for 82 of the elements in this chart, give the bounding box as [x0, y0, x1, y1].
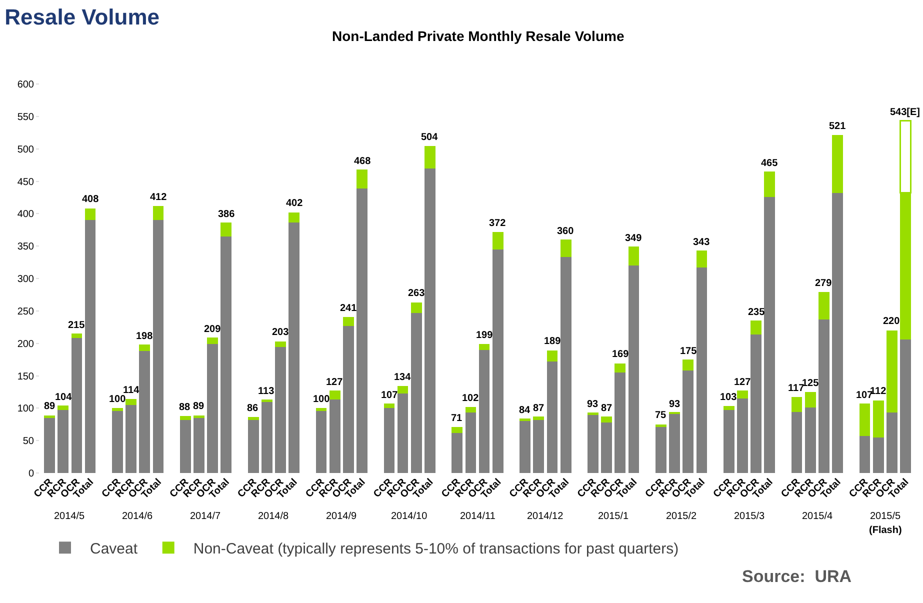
- legend-label: Caveat: [90, 540, 138, 558]
- total-label: 386: [218, 209, 236, 220]
- total-label: 134: [394, 372, 412, 383]
- total-label: 504: [421, 132, 438, 143]
- total-label: 199: [476, 330, 494, 341]
- text: 2014/5: [54, 511, 86, 522]
- chart-title: Resale Volume: [4, 4, 160, 30]
- y-tick-label: 0: [28, 468, 34, 480]
- text: (Flash): [869, 525, 902, 536]
- total-label: 89: [193, 401, 205, 412]
- total-label: 203: [272, 327, 290, 338]
- total-label: 100: [313, 394, 330, 405]
- source-note: Source: URA: [742, 567, 852, 586]
- total-label: 127: [326, 377, 344, 388]
- total-label: 93: [669, 399, 681, 410]
- text: 2015/3: [734, 511, 766, 522]
- y-tick-label: 250: [17, 306, 34, 318]
- total-label: 87: [533, 403, 545, 414]
- total-label: 279: [815, 278, 832, 289]
- total-label: 117: [788, 383, 805, 394]
- y-tick-label: 300: [17, 274, 34, 285]
- total-label: 465: [761, 158, 778, 169]
- total-label: 402: [286, 198, 304, 209]
- text: 2014/8: [258, 511, 290, 522]
- total-label: 468: [354, 156, 372, 167]
- text: 2014/12: [527, 511, 564, 522]
- y-tick-label: 200: [17, 338, 34, 350]
- y-tick-label: 500: [17, 144, 34, 156]
- total-label: 71: [451, 413, 463, 424]
- total-label: 102: [462, 393, 480, 404]
- total-label: 88: [179, 402, 191, 413]
- total-label: 343: [693, 237, 710, 248]
- y-tick-label: 400: [17, 209, 34, 220]
- total-label: 169: [612, 349, 630, 360]
- total-label: 241: [340, 303, 358, 314]
- text: 2014/6: [122, 511, 154, 522]
- y-tick-label: 50: [22, 436, 34, 448]
- chart-subtitle: Non-Landed Private Monthly Resale Volume: [332, 28, 624, 44]
- y-tick-label: 450: [17, 176, 34, 188]
- total-label: 84: [519, 405, 531, 416]
- y-tick-label: 350: [17, 242, 34, 253]
- y-tick-label: 150: [17, 371, 34, 382]
- legend-label: Non-Caveat (typically represents 5-10% of transactions for past quarters): [193, 540, 679, 558]
- total-label: 412: [150, 192, 168, 203]
- total-label: 220: [883, 316, 900, 327]
- total-label: 103: [720, 392, 738, 403]
- total-label: 263: [408, 288, 426, 299]
- text: 2015/5: [870, 511, 902, 522]
- total-label: 127: [734, 377, 752, 388]
- total-label: 372: [489, 218, 506, 229]
- text: 2014/9: [326, 511, 358, 522]
- total-label: 114: [123, 385, 140, 396]
- total-label: 543[E]: [890, 107, 920, 118]
- total-label: 349: [625, 233, 642, 244]
- total-label: 125: [802, 378, 820, 389]
- total-label: 215: [68, 320, 86, 331]
- text: 2015/2: [666, 511, 698, 522]
- total-label: 198: [136, 331, 154, 342]
- y-tick-label: 600: [17, 80, 34, 90]
- total-label: 209: [204, 324, 222, 335]
- total-label: 175: [680, 346, 698, 357]
- text: 2014/7: [190, 511, 222, 522]
- total-label: 521: [829, 121, 846, 132]
- total-label: 75: [655, 410, 667, 421]
- total-label: 89: [44, 401, 56, 412]
- y-tick-label: 550: [17, 112, 34, 123]
- y-tick-label: 100: [17, 404, 34, 415]
- total-label: 189: [544, 336, 562, 347]
- text: 2015/4: [802, 511, 834, 522]
- total-label: 113: [258, 386, 275, 397]
- text: 2014/11: [460, 511, 496, 522]
- total-label: 107: [381, 390, 398, 401]
- total-label: 408: [82, 194, 100, 205]
- total-label: 87: [601, 403, 613, 414]
- total-label: 93: [587, 399, 599, 410]
- total-label: 104: [55, 392, 72, 403]
- text: 2015/1: [598, 511, 630, 522]
- total-label: 235: [748, 307, 766, 318]
- total-label: 100: [109, 394, 126, 405]
- text: 2014/10: [391, 511, 428, 522]
- total-label: 86: [247, 403, 259, 414]
- total-label: 360: [557, 226, 574, 237]
